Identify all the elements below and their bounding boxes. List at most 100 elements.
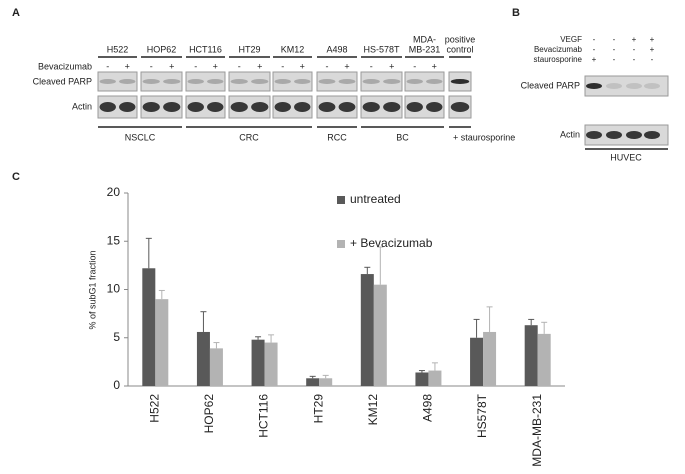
error-bar bbox=[431, 362, 438, 371]
sign: - bbox=[281, 61, 284, 71]
error-bar bbox=[377, 246, 384, 285]
bar bbox=[537, 333, 551, 386]
sign: - bbox=[106, 61, 109, 71]
sign: - bbox=[633, 55, 636, 64]
sign: - bbox=[613, 55, 616, 64]
blot bbox=[360, 71, 403, 92]
error-bar bbox=[418, 370, 425, 373]
band bbox=[119, 79, 136, 84]
panel-label: B bbox=[512, 7, 520, 19]
band bbox=[207, 102, 224, 112]
bar bbox=[428, 370, 442, 386]
y-tick-label: 20 bbox=[107, 185, 121, 199]
legend-label: + Bevacizumab bbox=[350, 236, 433, 250]
cell-line-name: MDA- bbox=[413, 34, 436, 44]
error-bar bbox=[473, 318, 480, 338]
band bbox=[294, 79, 311, 84]
cell-line-name: A498 bbox=[326, 44, 347, 54]
band bbox=[207, 79, 224, 84]
x-tick-label: MDA-MB-231 bbox=[530, 394, 544, 467]
sign: - bbox=[613, 35, 616, 44]
bar bbox=[251, 339, 265, 386]
sign: + bbox=[300, 61, 305, 71]
bar bbox=[483, 331, 497, 386]
band bbox=[119, 102, 136, 112]
band bbox=[362, 79, 380, 84]
band bbox=[274, 102, 291, 112]
cell-line-name: HOP62 bbox=[147, 44, 177, 54]
band bbox=[251, 79, 269, 84]
band bbox=[163, 79, 181, 84]
blot bbox=[97, 95, 138, 119]
cell-line-name: positive bbox=[445, 34, 476, 44]
sign: - bbox=[593, 45, 596, 54]
band bbox=[362, 102, 380, 112]
group-label: + staurosporine bbox=[453, 132, 515, 142]
cell-line-name: HCT116 bbox=[189, 44, 222, 54]
band bbox=[626, 83, 642, 89]
band bbox=[230, 102, 248, 112]
error-bar bbox=[364, 266, 371, 275]
error-bar bbox=[268, 334, 275, 343]
sign: + bbox=[592, 55, 597, 64]
cell-line-label: HUVEC bbox=[610, 152, 642, 162]
band bbox=[383, 79, 401, 84]
bar bbox=[415, 372, 429, 386]
sign: + bbox=[389, 61, 394, 71]
bar bbox=[196, 331, 210, 386]
blot bbox=[97, 71, 138, 92]
band bbox=[450, 79, 470, 84]
band bbox=[426, 79, 443, 84]
cell-line-name: HS-578T bbox=[363, 44, 400, 54]
band bbox=[142, 79, 160, 84]
panel-label: C bbox=[12, 171, 20, 183]
bar bbox=[360, 274, 374, 386]
error-bar bbox=[200, 311, 207, 332]
blot bbox=[404, 71, 445, 92]
band bbox=[606, 131, 622, 139]
error-bar bbox=[213, 342, 220, 349]
error-bar bbox=[486, 306, 493, 332]
sign: + bbox=[257, 61, 262, 71]
bar bbox=[524, 325, 538, 386]
bar bbox=[142, 268, 156, 386]
blot bbox=[584, 75, 669, 97]
band bbox=[163, 102, 181, 112]
band bbox=[406, 79, 423, 84]
band bbox=[644, 83, 660, 89]
band bbox=[606, 83, 622, 89]
group-label: RCC bbox=[327, 132, 347, 142]
band bbox=[586, 83, 602, 89]
band bbox=[294, 102, 311, 112]
row-label: Actin bbox=[72, 101, 92, 111]
sign: - bbox=[593, 35, 596, 44]
band bbox=[99, 79, 116, 84]
band bbox=[99, 102, 116, 112]
x-tick-label: KM12 bbox=[366, 394, 380, 426]
error-bar bbox=[322, 374, 329, 379]
cell-line-name: H522 bbox=[107, 44, 129, 54]
x-tick-label: H522 bbox=[147, 394, 161, 423]
y-tick-label: 5 bbox=[113, 330, 120, 344]
bar bbox=[319, 378, 333, 386]
sign: - bbox=[326, 61, 329, 71]
y-tick-label: 15 bbox=[107, 233, 121, 247]
row-label: Cleaved PARP bbox=[521, 80, 580, 90]
band bbox=[251, 102, 269, 112]
blot bbox=[140, 95, 183, 119]
band bbox=[187, 102, 204, 112]
blot bbox=[316, 95, 358, 119]
error-bar bbox=[541, 321, 548, 334]
blot bbox=[316, 71, 358, 92]
sign: + bbox=[632, 35, 637, 44]
legend-label: untreated bbox=[350, 192, 401, 206]
bar bbox=[470, 337, 484, 386]
blot bbox=[228, 71, 271, 92]
band bbox=[318, 79, 336, 84]
y-tick-label: 10 bbox=[107, 282, 121, 296]
sign: + bbox=[432, 61, 437, 71]
sign: + bbox=[650, 35, 655, 44]
sign: - bbox=[238, 61, 241, 71]
sign: + bbox=[213, 61, 218, 71]
band bbox=[142, 102, 160, 112]
